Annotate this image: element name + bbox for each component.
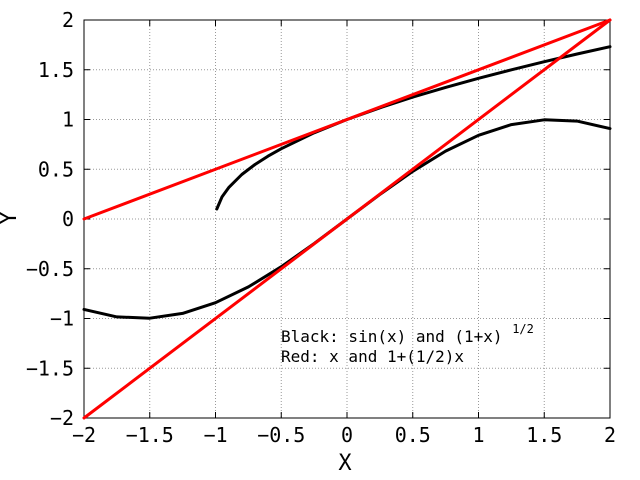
y-tick-label: 0: [62, 207, 74, 231]
annotation-line-1-sup: 1/2: [512, 322, 534, 336]
x-tick-label: −1: [203, 423, 227, 447]
x-tick-label: 2: [604, 423, 616, 447]
y-tick-label: −1.5: [26, 356, 74, 380]
y-tick-label: −0.5: [26, 257, 74, 281]
annotation-line-2: Red: x and 1+(1/2)x: [281, 347, 464, 366]
x-tick-label: −2: [72, 423, 96, 447]
series-line-4: [82, 18, 612, 221]
series-line-2: [215, 45, 612, 211]
y-tick-label: 2: [62, 8, 74, 32]
y-tick-label: 1: [62, 108, 74, 132]
y-tick-label: 0.5: [38, 157, 74, 181]
x-tick-label: 0.5: [395, 423, 431, 447]
x-tick-label: 1.5: [526, 423, 562, 447]
x-tick-label: −0.5: [257, 423, 305, 447]
y-axis-label: Y: [0, 211, 22, 224]
ticks: −2 −1.5 −1 −0.5 0 0.5 1 1.5 2 −2 −1.5 −1 −0.5 0 0.5 1 1.…: [26, 8, 616, 447]
y-tick-label: 1.5: [38, 58, 74, 82]
x-axis-label: X: [338, 451, 352, 476]
series-lines: [82, 18, 612, 420]
annotation-line-1-text: Black: sin(x) and (1+x): [281, 327, 503, 346]
x-tick-label: 1: [472, 423, 484, 447]
y-tick-label: −2: [50, 406, 74, 430]
x-tick-label: 0: [341, 423, 353, 447]
series-line-3: [82, 18, 612, 420]
y-tick-label: −1: [50, 307, 74, 331]
x-tick-label: −1.5: [126, 423, 174, 447]
annotation-line-1: Black: sin(x) and (1+x) 1/2: [281, 322, 534, 346]
